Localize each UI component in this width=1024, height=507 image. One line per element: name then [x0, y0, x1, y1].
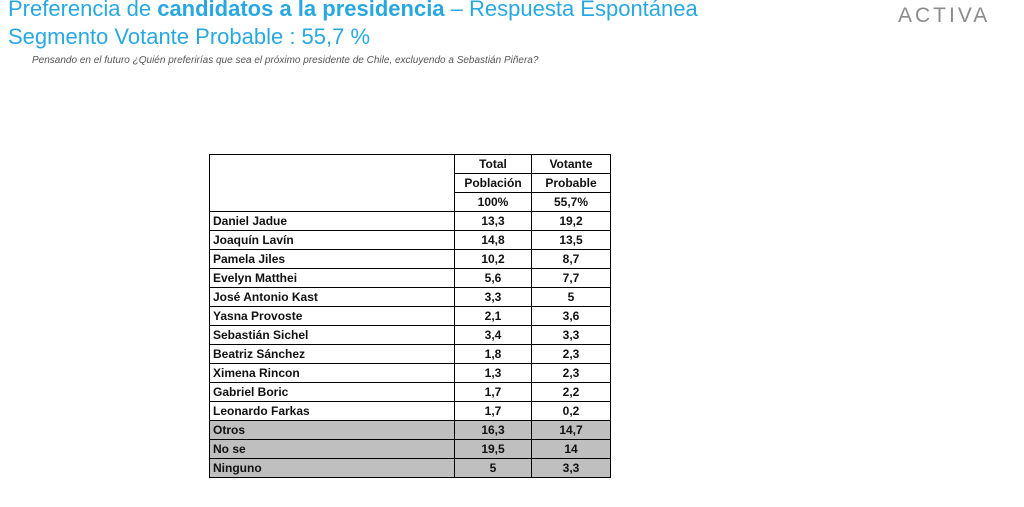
- brand-logo: ACTIVA: [898, 4, 991, 27]
- votante-value-cell: 2,3: [531, 344, 611, 364]
- votante-value-cell: 3,6: [531, 306, 611, 326]
- candidate-name-cell: Ximena Rincon: [209, 363, 455, 383]
- votante-value-cell: 13,5: [531, 230, 611, 250]
- table-row: Daniel Jadue 13,3 19,2: [209, 211, 611, 231]
- votante-value-cell: 7,7: [531, 268, 611, 288]
- survey-question: Pensando en el futuro ¿Quién preferirías…: [32, 55, 539, 66]
- header-row: Total Votante: [209, 154, 611, 212]
- total-value-cell: 1,7: [454, 382, 532, 402]
- col-total-line2: Población: [454, 173, 532, 193]
- total-value-cell: 2,1: [454, 306, 532, 326]
- col-votante-line2: Probable: [531, 173, 611, 193]
- page-subtitle: Segmento Votante Probable : 55,7 %: [8, 24, 371, 49]
- candidate-name-cell: Beatriz Sánchez: [209, 344, 455, 364]
- total-value-cell: 19,5: [454, 439, 532, 459]
- votante-value-cell: 19,2: [531, 211, 611, 231]
- candidate-name-cell: Joaquín Lavín: [209, 230, 455, 250]
- total-value-cell: 5,6: [454, 268, 532, 288]
- table-row: Sebastián Sichel 3,4 3,3: [209, 325, 611, 345]
- table-row: Ninguno 5 3,3: [209, 458, 611, 478]
- table-row: Otros 16,3 14,7: [209, 420, 611, 440]
- table-row: No se 19,5 14: [209, 439, 611, 459]
- votante-value-cell: 14: [531, 439, 611, 459]
- total-value-cell: 5: [454, 458, 532, 478]
- candidate-name-cell: Otros: [209, 420, 455, 440]
- votante-value-cell: 0,2: [531, 401, 611, 421]
- table-row: Gabriel Boric 1,7 2,2: [209, 382, 611, 402]
- candidate-name-cell: Evelyn Matthei: [209, 268, 455, 288]
- votante-value-cell: 8,7: [531, 249, 611, 269]
- candidate-name-cell: Yasna Provoste: [209, 306, 455, 326]
- table-row: Pamela Jiles 10,2 8,7: [209, 249, 611, 269]
- votante-value-cell: 14,7: [531, 420, 611, 440]
- table-row: Ximena Rincon 1,3 2,3: [209, 363, 611, 383]
- header-blank-cell: [209, 154, 455, 212]
- candidate-name-cell: No se: [209, 439, 455, 459]
- total-value-cell: 3,3: [454, 287, 532, 307]
- candidate-name-cell: Leonardo Farkas: [209, 401, 455, 421]
- col-total-base: 100%: [454, 192, 532, 212]
- candidate-name-cell: José Antonio Kast: [209, 287, 455, 307]
- candidate-name-cell: Gabriel Boric: [209, 382, 455, 402]
- table-row: Leonardo Farkas 1,7 0,2: [209, 401, 611, 421]
- col-total-line1: Total: [454, 154, 532, 174]
- candidate-name-cell: Ninguno: [209, 458, 455, 478]
- total-value-cell: 1,7: [454, 401, 532, 421]
- total-value-cell: 13,3: [454, 211, 532, 231]
- title-bold: candidatos a la presidencia: [157, 0, 445, 21]
- votante-value-cell: 5: [531, 287, 611, 307]
- table-row: Yasna Provoste 2,1 3,6: [209, 306, 611, 326]
- total-value-cell: 1,8: [454, 344, 532, 364]
- votante-value-cell: 2,3: [531, 363, 611, 383]
- col-votante-line1: Votante: [531, 154, 611, 174]
- candidate-name-cell: Pamela Jiles: [209, 249, 455, 269]
- candidate-name-cell: Sebastián Sichel: [209, 325, 455, 345]
- results-table: Total Votante Población Probable 100% 55…: [209, 154, 611, 478]
- votante-value-cell: 3,3: [531, 325, 611, 345]
- table-row: Evelyn Matthei 5,6 7,7: [209, 268, 611, 288]
- col-votante-base: 55,7%: [531, 192, 611, 212]
- votante-value-cell: 2,2: [531, 382, 611, 402]
- table-row: Beatriz Sánchez 1,8 2,3: [209, 344, 611, 364]
- table-row: José Antonio Kast 3,3 5: [209, 287, 611, 307]
- total-value-cell: 16,3: [454, 420, 532, 440]
- page-title: Preferencia de candidatos a la presidenc…: [8, 0, 698, 22]
- total-value-cell: 1,3: [454, 363, 532, 383]
- title-part1: Preferencia de: [8, 0, 158, 21]
- candidate-name-cell: Daniel Jadue: [209, 211, 455, 231]
- total-value-cell: 14,8: [454, 230, 532, 250]
- title-part2: – Respuesta Espontánea: [444, 0, 698, 21]
- total-value-cell: 10,2: [454, 249, 532, 269]
- table-row: Joaquín Lavín 14,8 13,5: [209, 230, 611, 250]
- votante-value-cell: 3,3: [531, 458, 611, 478]
- total-value-cell: 3,4: [454, 325, 532, 345]
